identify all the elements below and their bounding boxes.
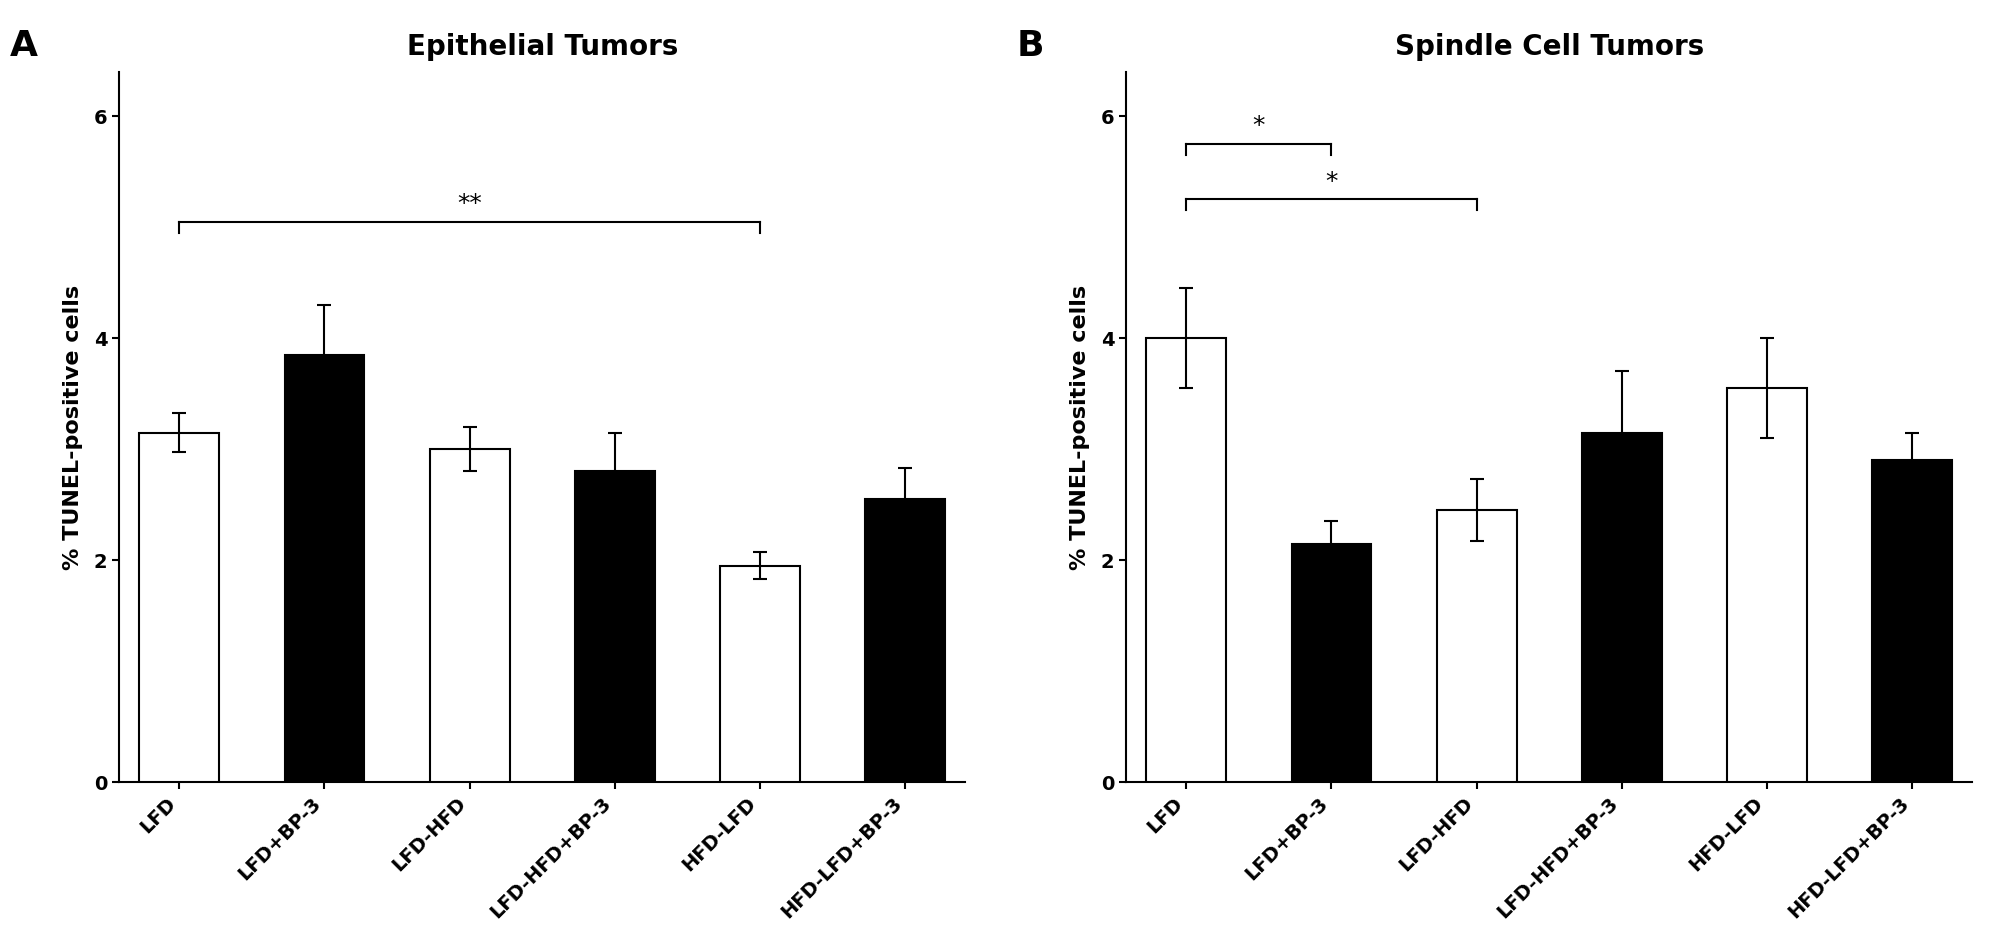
Y-axis label: % TUNEL-positive cells: % TUNEL-positive cells [1070, 284, 1090, 569]
Bar [1146, 338, 1226, 782]
Bar [1728, 389, 1808, 782]
Text: **: ** [458, 192, 482, 216]
Title: Epithelial Tumors: Epithelial Tumors [406, 33, 678, 61]
Text: B: B [1016, 29, 1044, 63]
Bar [1436, 510, 1516, 782]
Bar [574, 471, 654, 782]
Bar [1582, 432, 1662, 782]
Bar [430, 449, 510, 782]
Bar [866, 499, 946, 782]
Title: Spindle Cell Tumors: Spindle Cell Tumors [1394, 33, 1704, 61]
Bar [1292, 543, 1372, 782]
Text: *: * [1326, 170, 1338, 194]
Y-axis label: % TUNEL-positive cells: % TUNEL-positive cells [62, 284, 82, 569]
Bar [720, 566, 800, 782]
Bar [140, 432, 220, 782]
Text: A: A [10, 29, 38, 63]
Bar [284, 354, 364, 782]
Text: *: * [1252, 114, 1266, 139]
Bar [1872, 460, 1952, 782]
